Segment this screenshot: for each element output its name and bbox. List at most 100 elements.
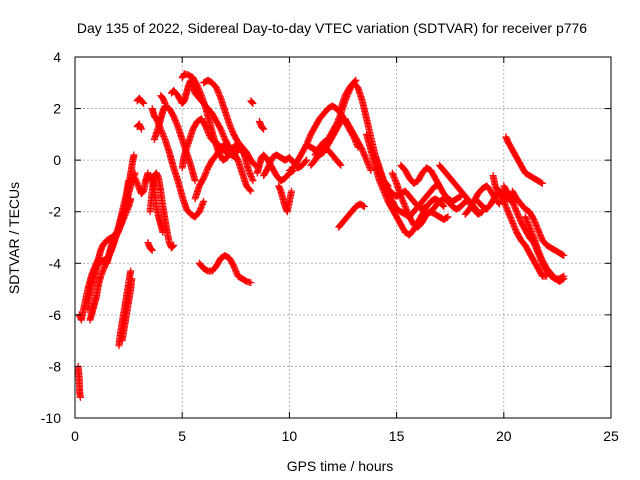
data-point <box>526 225 534 233</box>
data-point <box>513 209 521 217</box>
series-arc-s <box>247 97 257 107</box>
data-point <box>200 197 208 205</box>
data-point <box>247 171 255 179</box>
data-point <box>304 138 312 146</box>
data-point <box>398 194 406 202</box>
data-point <box>530 217 538 225</box>
data-point <box>230 263 238 271</box>
data-point <box>559 251 567 259</box>
data-point <box>524 219 532 227</box>
data-point <box>399 197 407 205</box>
data-point <box>359 147 367 155</box>
data-point <box>202 124 210 132</box>
data-point <box>266 159 274 167</box>
series-arc-ab <box>335 200 368 231</box>
series-arc-w <box>275 182 296 216</box>
data-point <box>139 99 147 107</box>
data-point <box>198 202 206 210</box>
data-point <box>219 131 227 139</box>
data-point <box>391 175 399 183</box>
data-point <box>403 207 411 215</box>
series-arc-p <box>178 115 240 172</box>
x-tick-label: 0 <box>71 428 79 444</box>
data-point <box>503 205 511 213</box>
data-point <box>195 208 203 216</box>
data-point <box>98 269 106 277</box>
data-point <box>506 212 514 220</box>
data-point <box>302 157 310 165</box>
data-point <box>147 245 155 253</box>
data-point <box>203 167 211 175</box>
data-point <box>402 204 410 212</box>
data-point <box>130 151 138 159</box>
data-point <box>197 203 205 211</box>
x-tick-label: 10 <box>282 428 298 444</box>
data-point <box>362 155 370 163</box>
data-point <box>259 124 267 132</box>
data-point <box>217 127 225 135</box>
data-point <box>391 176 399 184</box>
data-point <box>509 199 517 207</box>
data-point <box>260 125 268 133</box>
data-point <box>363 158 371 166</box>
data-point <box>401 201 409 209</box>
data-point <box>131 174 139 182</box>
x-tick-label: 25 <box>603 428 619 444</box>
data-point <box>560 275 568 283</box>
data-point <box>76 393 84 401</box>
data-point <box>303 141 311 149</box>
series-arc-m <box>167 76 242 156</box>
data-point <box>225 120 233 128</box>
data-point <box>218 128 226 136</box>
data-point <box>500 199 508 207</box>
data-point <box>265 162 273 170</box>
data-point <box>522 216 530 224</box>
data-point <box>336 160 344 168</box>
data-point <box>502 203 510 211</box>
data-point <box>399 198 407 206</box>
data-point <box>334 116 342 124</box>
data-point <box>288 187 296 195</box>
data-point <box>246 186 254 194</box>
data-point <box>528 229 536 237</box>
data-point <box>171 115 179 123</box>
y-tick-label: -4 <box>49 255 62 271</box>
data-point <box>265 161 273 169</box>
data-point <box>193 81 201 89</box>
data-point <box>168 243 176 251</box>
data-point <box>523 217 531 225</box>
x-axis-label: GPS time / hours <box>287 458 394 474</box>
data-point <box>99 266 107 274</box>
data-point <box>202 168 210 176</box>
data-point <box>172 118 180 126</box>
data-point <box>358 146 366 154</box>
data-point <box>97 271 105 279</box>
data-point <box>350 134 358 142</box>
data-point <box>171 117 179 125</box>
data-point <box>444 213 452 221</box>
y-tick-label: -8 <box>49 358 62 374</box>
data-point <box>247 172 255 180</box>
data-point <box>534 246 542 254</box>
data-point <box>404 210 412 218</box>
data-point <box>127 267 135 275</box>
series-arc-am <box>489 172 551 280</box>
data-point <box>140 99 148 107</box>
data-point <box>353 142 361 150</box>
data-point <box>353 140 361 148</box>
data-point <box>99 268 107 276</box>
data-point <box>516 215 524 223</box>
data-point <box>367 166 375 174</box>
series-arc-ao <box>502 133 546 187</box>
data-point <box>204 129 212 137</box>
data-point <box>264 164 272 172</box>
y-tick-label: -6 <box>49 307 62 323</box>
data-point <box>204 127 212 135</box>
data-point <box>359 202 367 210</box>
data-point <box>538 179 546 187</box>
data-point <box>537 233 545 241</box>
data-point <box>537 179 545 187</box>
data-point <box>138 98 146 106</box>
data-point <box>507 214 515 222</box>
